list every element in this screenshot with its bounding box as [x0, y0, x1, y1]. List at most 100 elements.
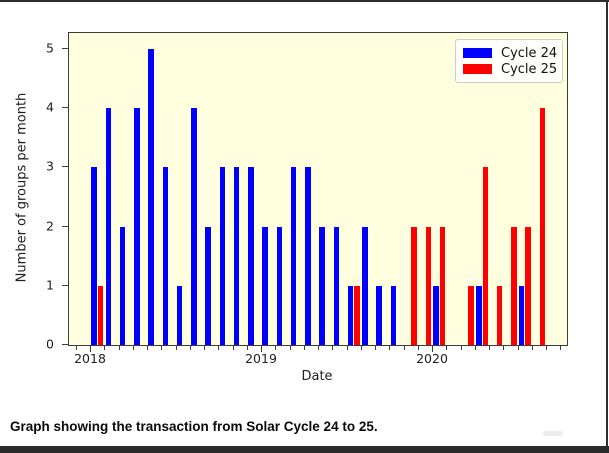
- bar-cycle25-2020-06: [511, 226, 517, 345]
- x-minor-tick: [531, 346, 533, 350]
- bar-cycle24-2018-09: [205, 226, 211, 345]
- y-tick: [62, 107, 68, 109]
- bar-cycle24-2019-08: [362, 226, 368, 345]
- x-minor-tick: [417, 346, 419, 350]
- chart-figure: Cycle 24 Cycle 25 2018 2019 2020 0 1 2 3 4 5 Dat…: [0, 2, 605, 394]
- plot-area: Cycle 24 Cycle 25: [68, 32, 568, 346]
- bar-cycle24-2020-01: [433, 285, 439, 345]
- x-minor-tick: [75, 346, 77, 350]
- x-minor-tick: [503, 346, 505, 350]
- y-tick: [62, 48, 68, 49]
- legend-label-cycle25: Cycle 25: [501, 61, 558, 77]
- bar-cycle24-2019-01: [262, 226, 268, 345]
- legend-label-cycle24: Cycle 24: [501, 45, 558, 61]
- x-minor-tick: [161, 346, 163, 350]
- bar-cycle24-2018-10: [219, 167, 226, 345]
- y-tick-label-1: 1: [46, 277, 54, 293]
- legend-entry-cycle25: Cycle 25: [463, 61, 558, 77]
- x-tick-label-2019: 2019: [245, 351, 277, 366]
- bar-cycle24-2018-04: [134, 108, 140, 345]
- x-axis-label: Date: [301, 369, 333, 384]
- bar-cycle25-2020-07: [525, 226, 531, 345]
- bar-cycle24-2019-02: [276, 226, 283, 345]
- x-minor-tick: [474, 346, 476, 350]
- x-major-tick: [90, 346, 91, 352]
- bar-cycle25-2020-05: [496, 285, 503, 345]
- legend-entry-cycle24: Cycle 24: [463, 45, 558, 61]
- x-minor-tick: [132, 346, 134, 350]
- window-right-border: [606, 2, 608, 453]
- x-minor-tick: [147, 346, 148, 350]
- x-minor-tick: [275, 346, 277, 350]
- x-minor-tick: [289, 346, 291, 350]
- x-minor-tick: [546, 346, 547, 350]
- bar-cycle25-2018-01: [97, 285, 104, 345]
- bar-cycle24-2018-08: [191, 108, 197, 345]
- x-minor-tick: [232, 346, 234, 350]
- bar-cycle24-2019-09: [376, 285, 382, 345]
- bar-cycle24-2018-12: [248, 167, 254, 345]
- y-tick-label-2: 2: [46, 218, 54, 234]
- bar-cycle25-2020-04: [482, 167, 489, 345]
- x-major-tick: [261, 346, 262, 352]
- bar-cycle25-2019-07: [354, 285, 360, 345]
- bar-cycle25-2019-11: [411, 226, 417, 345]
- x-minor-tick: [517, 346, 519, 350]
- bar-cycle24-2019-03: [290, 167, 297, 345]
- y-tick-label-0: 0: [46, 336, 54, 352]
- x-minor-tick: [460, 346, 462, 350]
- x-minor-tick: [318, 346, 319, 350]
- cycle24-swatch: [463, 48, 492, 58]
- y-tick: [62, 166, 68, 168]
- x-minor-tick: [403, 346, 405, 350]
- y-axis-label: Number of groups per month: [14, 92, 30, 283]
- x-minor-tick: [375, 346, 376, 350]
- y-tick: [62, 284, 68, 286]
- x-minor-tick: [189, 346, 191, 350]
- x-minor-tick: [332, 346, 334, 350]
- x-minor-tick: [389, 346, 391, 350]
- legend: Cycle 24 Cycle 25: [455, 39, 563, 83]
- x-minor-tick: [560, 346, 562, 350]
- bar-cycle24-2019-07: [347, 285, 354, 345]
- x-minor-tick: [489, 346, 490, 350]
- x-minor-tick: [118, 346, 120, 350]
- figure-caption: Graph showing the transaction from Solar…: [10, 419, 378, 434]
- bar-cycle24-2018-06: [162, 167, 169, 345]
- x-major-tick: [432, 346, 433, 352]
- x-minor-tick: [104, 346, 106, 350]
- cycle25-swatch: [463, 64, 492, 74]
- window-bottom-bar: [0, 446, 609, 453]
- bar-cycle24-2020-07: [518, 285, 525, 345]
- bar-cycle24-2019-04: [305, 167, 311, 345]
- bar-cycle25-2020-01: [439, 226, 446, 345]
- y-tick: [62, 225, 68, 227]
- bar-cycle24-2018-02: [105, 108, 112, 345]
- x-minor-tick: [204, 346, 205, 350]
- bar-cycle24-2020-04: [476, 285, 482, 345]
- y-tick-label-4: 4: [46, 99, 54, 115]
- x-minor-tick: [246, 346, 248, 350]
- bar-cycle24-2018-05: [148, 49, 154, 345]
- x-tick-label-2018: 2018: [74, 351, 106, 366]
- x-minor-tick: [218, 346, 220, 350]
- x-tick-label-2020: 2020: [416, 351, 448, 366]
- x-minor-tick: [360, 346, 362, 350]
- bar-cycle24-2019-10: [390, 285, 397, 345]
- bar-cycle24-2018-01: [91, 167, 97, 345]
- scrollbar-thumb-artifact: [543, 431, 563, 436]
- bar-cycle24-2018-07: [176, 285, 183, 345]
- bar-cycle24-2018-11: [233, 167, 240, 345]
- bar-cycle25-2020-08: [539, 108, 546, 345]
- x-minor-tick: [175, 346, 177, 350]
- y-tick-label-5: 5: [46, 40, 54, 56]
- bar-cycle24-2019-06: [333, 226, 340, 345]
- bar-cycle24-2019-05: [319, 226, 325, 345]
- bar-cycle24-2018-03: [119, 226, 126, 345]
- bar-cycle25-2020-03: [468, 285, 474, 345]
- y-tick-label-3: 3: [46, 158, 54, 174]
- x-minor-tick: [303, 346, 305, 350]
- y-tick: [62, 344, 68, 345]
- bar-cycle25-2019-12: [425, 226, 432, 345]
